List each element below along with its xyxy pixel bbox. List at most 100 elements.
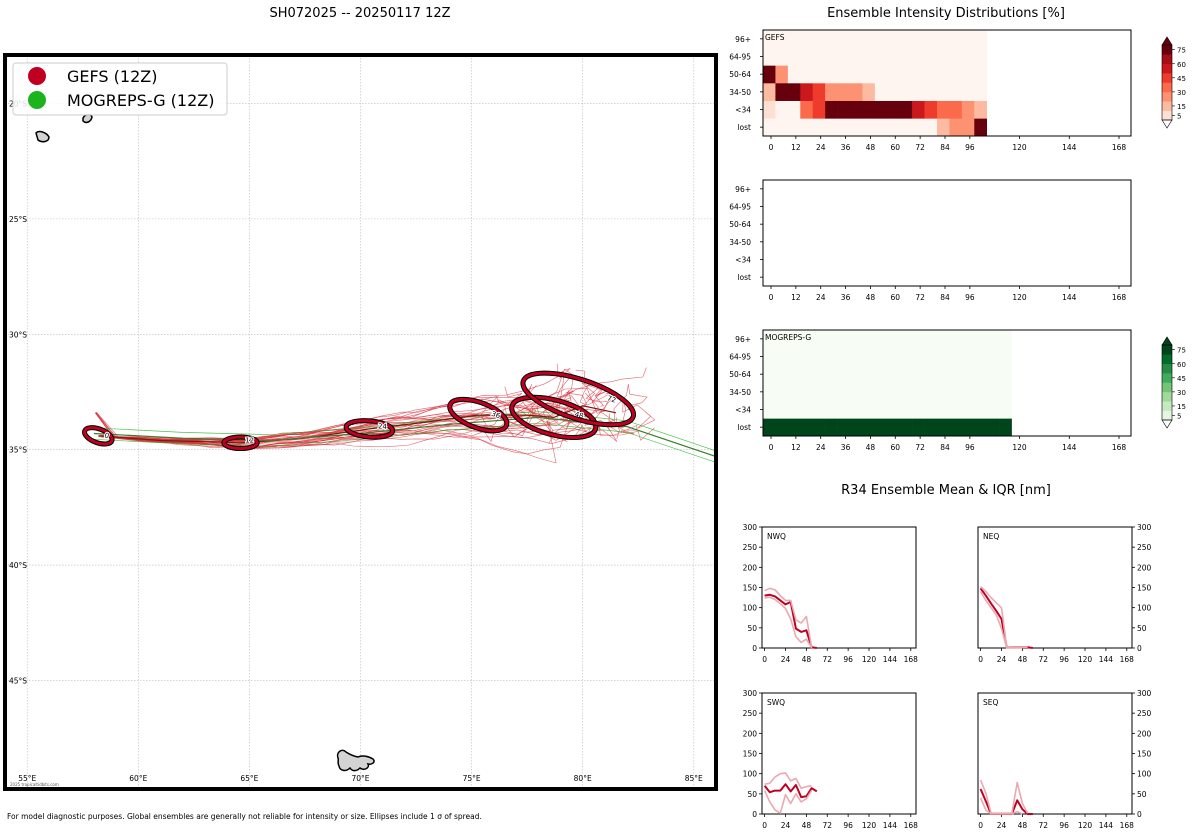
heatmap-cell xyxy=(825,65,838,84)
r34-y-tick: 100 xyxy=(743,770,758,779)
heatmap-cell xyxy=(837,83,851,101)
heatmap-cell xyxy=(787,330,801,348)
heatmap-cell xyxy=(812,83,826,101)
heatmap-cell xyxy=(862,118,876,137)
ellipse-48h: 48 xyxy=(509,394,599,441)
ellipse-ring xyxy=(510,395,598,440)
heatmap-cell xyxy=(862,400,876,419)
heatmap-cell xyxy=(887,83,901,101)
r34-y-tick: 100 xyxy=(1137,770,1152,779)
heatmap-cell xyxy=(825,47,838,66)
heatmap-cell xyxy=(849,400,863,419)
heatmap-gefs: GEFS lost <34 34-50 50-64 64-95 96+ 0 12 24 36 48 60… xyxy=(729,29,1132,152)
r34-quadrant-label: NEQ xyxy=(983,532,999,541)
heatmap-x-tick: 0 xyxy=(769,143,774,152)
land-masses xyxy=(35,113,375,772)
heatmap-cell xyxy=(999,400,1012,419)
heatmap-y-tick: 34-50 xyxy=(729,88,751,97)
heatmap-cell xyxy=(986,347,1000,366)
heatmap-cell xyxy=(899,47,913,66)
heatmap-cell xyxy=(800,400,814,419)
heatmap-x-tick: 0 xyxy=(769,293,774,302)
heatmap-x-tick: 60 xyxy=(891,143,901,152)
island-kerguelen xyxy=(336,749,375,772)
heatmap-cell xyxy=(887,383,901,401)
heatmap-cell xyxy=(787,383,801,401)
heatmap-x-tick: 48 xyxy=(866,293,876,302)
heatmap-cell xyxy=(775,347,789,366)
heatmap-cell xyxy=(961,65,975,84)
r34-quadrant-label: NWQ xyxy=(767,532,786,541)
heatmap-cell xyxy=(961,418,975,437)
heatmap-y-tick: 50-64 xyxy=(729,220,751,229)
r34-x-tick: 144 xyxy=(1099,821,1114,830)
ellipse-hour-label: 24 xyxy=(378,422,388,431)
ellipse-ring xyxy=(521,371,636,427)
member-track-gefs xyxy=(95,408,618,449)
heatmap-cell xyxy=(974,365,988,384)
heatmap-cell xyxy=(961,365,975,384)
colorbar-segment xyxy=(1162,54,1172,65)
lon-tick-label: 55°E xyxy=(18,774,36,783)
heatmap-cell xyxy=(912,400,925,419)
heatmap-cell xyxy=(887,47,901,66)
heatmap-cell xyxy=(837,383,851,401)
heatmap-cell xyxy=(837,65,851,84)
heatmap-cell xyxy=(912,347,925,366)
map-credit: 2025 tropicaltidbits.com xyxy=(10,782,59,787)
heatmap-cell xyxy=(924,400,938,419)
r34-y-tick: 250 xyxy=(1137,543,1152,552)
r34-x-tick: 120 xyxy=(862,655,877,664)
r34-panel-swq: SWQ 0 24 48 72 96 120 144 168 0 50 100 150 200 250 300 xyxy=(743,689,918,830)
heatmap-cell xyxy=(949,400,963,419)
heatmap-cell xyxy=(949,347,963,366)
heatmap-cell xyxy=(874,65,888,84)
r34-x-tick: 120 xyxy=(862,821,877,830)
heatmap-cell xyxy=(787,65,801,84)
heatmap-cell xyxy=(936,47,950,66)
r34-iqr-line xyxy=(764,772,812,790)
heatmap-cell xyxy=(825,83,838,101)
heatmap-x-tick: 96 xyxy=(965,143,975,152)
heatmap-y-tick: 50-64 xyxy=(729,70,751,79)
heatmap-cell xyxy=(849,30,863,48)
colorbar-tick: 45 xyxy=(1177,375,1186,383)
heatmap-cell xyxy=(800,65,814,84)
heatmap-cell xyxy=(924,83,938,101)
heatmap-cell xyxy=(949,418,963,437)
heatmap-cell xyxy=(800,83,814,101)
r34-y-tick: 250 xyxy=(1137,709,1152,718)
heatmap-cell xyxy=(787,118,801,137)
r34-y-tick: 300 xyxy=(1137,523,1152,532)
lon-tick-label: 75°E xyxy=(463,774,481,783)
lon-tick-label: 80°E xyxy=(574,774,592,783)
heatmap-cell xyxy=(887,118,901,137)
heatmap-label: MOGREPS-G xyxy=(765,333,811,342)
r34-x-tick: 168 xyxy=(904,655,919,664)
heatmap-cell xyxy=(961,47,975,66)
r34-iqr-line xyxy=(764,596,813,649)
heatmap-cell xyxy=(763,400,776,419)
colorbar-segment xyxy=(1162,382,1172,393)
heatmap-cell xyxy=(775,65,789,84)
r34-x-tick: 0 xyxy=(978,821,983,830)
r34-x-tick: 120 xyxy=(1078,821,1093,830)
colorbar-gefs: 515 30 45 60 75 xyxy=(1161,36,1186,129)
heatmap-cell xyxy=(961,30,975,48)
r34-frame xyxy=(761,692,917,815)
heatmap-cell xyxy=(763,30,776,48)
heatmap-x-tick: 24 xyxy=(816,143,826,152)
heatmap-cell xyxy=(936,83,950,101)
heatmap-y-tick: <34 xyxy=(735,256,751,265)
heatmap-cell xyxy=(763,383,776,401)
heatmap-frame xyxy=(762,29,1132,137)
heatmap-cell xyxy=(887,100,901,119)
colorbar-segment xyxy=(1162,345,1172,355)
colorbar-tick: 60 xyxy=(1177,361,1186,369)
heatmap-cell xyxy=(763,47,776,66)
heatmap-cell xyxy=(825,400,838,419)
heatmap-cell xyxy=(999,383,1012,401)
member-track-gefs xyxy=(98,385,616,441)
